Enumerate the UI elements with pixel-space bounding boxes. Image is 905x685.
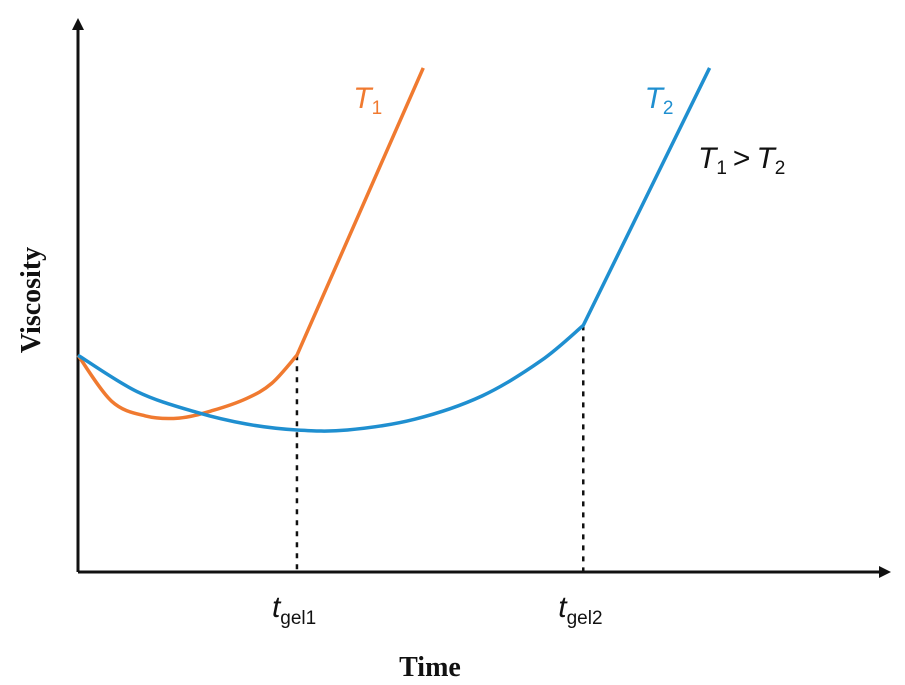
x-tick-labels: tgel1 tgel2 xyxy=(272,591,603,629)
tick-label-gel1: tgel1 xyxy=(272,591,316,629)
series-line-t2 xyxy=(77,67,712,433)
series-label-t1: T1 xyxy=(353,82,382,119)
axes xyxy=(72,18,891,578)
temperature-relation-annotation: T1 > T2 xyxy=(698,142,785,179)
series-curves xyxy=(76,67,712,433)
gel-point-guides xyxy=(295,325,585,572)
series-label-t2: T2 xyxy=(645,82,674,119)
x-axis-label: Time xyxy=(399,652,461,683)
series-line-t1 xyxy=(76,67,425,421)
series-labels: T1 T2 xyxy=(353,82,673,119)
y-axis-label: Viscosity xyxy=(16,247,47,353)
tick-label-gel2: tgel2 xyxy=(558,591,602,629)
